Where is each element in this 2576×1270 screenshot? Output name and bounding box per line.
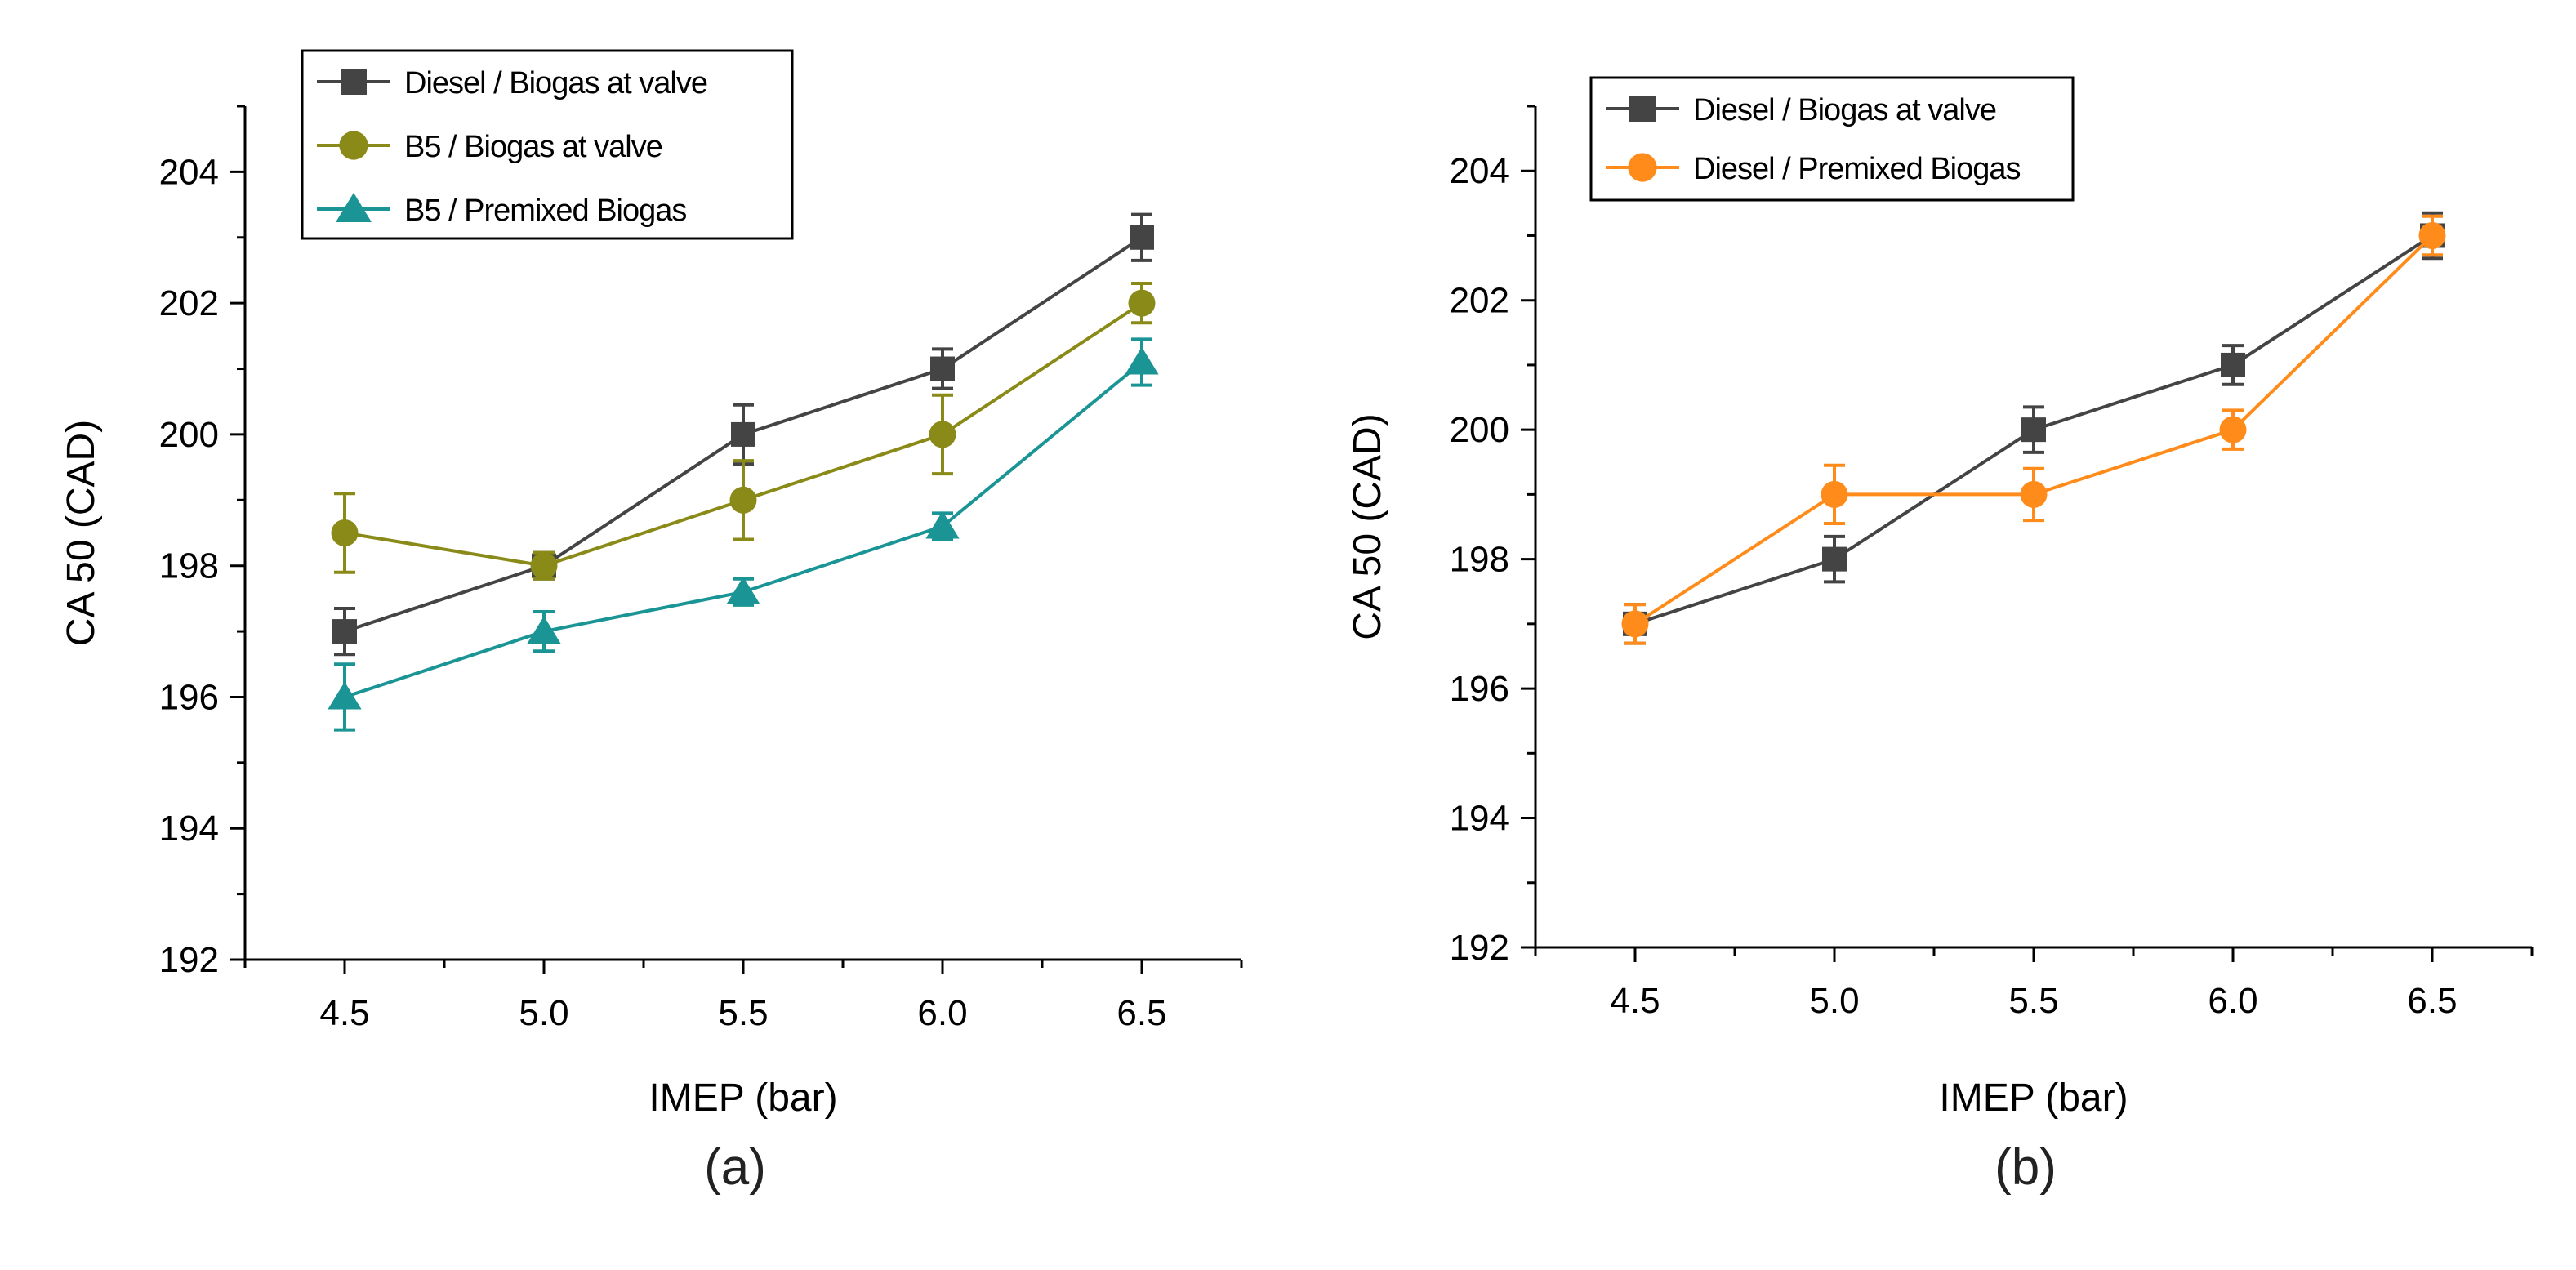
x-tick-label: 5.0 <box>519 993 568 1033</box>
x-tick-label: 4.5 <box>319 993 369 1033</box>
legend-marker <box>1628 153 1657 182</box>
legend-marker <box>341 69 367 95</box>
y-tick-label: 196 <box>1450 669 1509 709</box>
data-point <box>1822 546 1847 572</box>
data-point <box>1125 346 1159 375</box>
y-tick-label: 204 <box>1450 151 1509 191</box>
legend-item: Diesel / Premixed Biogas <box>1606 152 2021 186</box>
legend-label: B5 / Biogas at valve <box>404 130 662 164</box>
y-tick-label: 192 <box>1450 928 1509 968</box>
legend-label: Diesel / Biogas at valve <box>1693 93 1996 127</box>
data-point <box>1621 610 1649 638</box>
y-axis-title: CA 50 (CAD) <box>1346 413 1389 639</box>
y-tick-label: 196 <box>159 677 219 717</box>
data-point <box>929 421 956 448</box>
x-tick-label: 5.5 <box>718 993 768 1033</box>
data-point <box>331 519 359 546</box>
data-point <box>726 577 760 604</box>
x-tick-label: 5.5 <box>2008 981 2058 1021</box>
series-2 <box>328 337 1159 732</box>
y-tick-label: 194 <box>1450 799 1509 839</box>
legend-label: Diesel / Biogas at valve <box>404 66 707 100</box>
data-point <box>2418 221 2446 249</box>
data-point <box>328 681 362 710</box>
y-tick-label: 194 <box>159 809 219 849</box>
x-tick-label: 6.0 <box>917 993 967 1033</box>
x-tick-label: 6.5 <box>2407 981 2457 1021</box>
data-point <box>1128 289 1156 317</box>
data-point <box>527 616 561 644</box>
data-point <box>729 486 757 514</box>
y-tick-label: 198 <box>1450 540 1509 580</box>
series-1 <box>1621 214 2446 645</box>
legend-marker <box>336 193 372 222</box>
legend-marker <box>1629 96 1656 122</box>
series-0 <box>1623 211 2445 645</box>
x-tick-label: 4.5 <box>1610 981 1660 1021</box>
data-point <box>2020 480 2048 508</box>
series-1 <box>331 282 1156 581</box>
panel-label: (b) <box>1994 1139 2057 1196</box>
legend-item: B5 / Biogas at valve <box>317 130 663 164</box>
y-tick-label: 204 <box>159 152 219 192</box>
legend: Diesel / Biogas at valve B5 / Biogas at v… <box>301 49 794 240</box>
legend: Diesel / Biogas at valve Diesel / Premixe… <box>1589 76 2075 202</box>
legend-marker <box>339 131 368 160</box>
chart-panel-b: 192 194 196 198 200 202 204 4.5 5.0 5.5 6.0 6.5 IMEP… <box>1346 76 2534 1196</box>
x-axis-title: IMEP (bar) <box>1939 1076 2128 1120</box>
data-point <box>731 421 755 447</box>
y-axis-title: CA 50 (CAD) <box>60 420 103 646</box>
y-tick-label: 192 <box>159 940 219 980</box>
data-point <box>530 552 558 580</box>
data-point <box>930 356 955 381</box>
x-tick-label: 6.0 <box>2208 981 2257 1021</box>
chart-panel-a: 192 194 196 198 200 202 204 4.5 5.0 5.5 6.0 6.5 IMEP… <box>60 49 1243 1196</box>
y-tick-label: 200 <box>159 415 219 455</box>
data-point <box>1821 480 1848 508</box>
data-point <box>2221 352 2245 377</box>
data-point <box>1130 225 1154 250</box>
y-tick-label: 202 <box>159 283 219 323</box>
legend-item: Diesel / Biogas at valve <box>317 66 708 100</box>
x-axis-title: IMEP (bar) <box>648 1076 837 1120</box>
legend-item: B5 / Premixed Biogas <box>317 193 687 228</box>
y-tick-label: 202 <box>1450 281 1509 321</box>
x-tick-label: 5.0 <box>1809 981 1859 1021</box>
y-tick-label: 200 <box>1450 410 1509 450</box>
data-point <box>925 510 960 539</box>
legend-label: Diesel / Premixed Biogas <box>1693 152 2021 186</box>
panel-label: (a) <box>704 1139 766 1196</box>
y-tick-label: 198 <box>159 546 219 586</box>
data-point <box>332 619 357 644</box>
data-point <box>2021 417 2046 443</box>
data-point <box>2219 416 2247 443</box>
legend-box <box>1589 76 2075 202</box>
legend-label: B5 / Premixed Biogas <box>404 194 686 228</box>
legend-item: Diesel / Biogas at valve <box>1606 93 1997 127</box>
x-tick-label: 6.5 <box>1116 993 1166 1033</box>
